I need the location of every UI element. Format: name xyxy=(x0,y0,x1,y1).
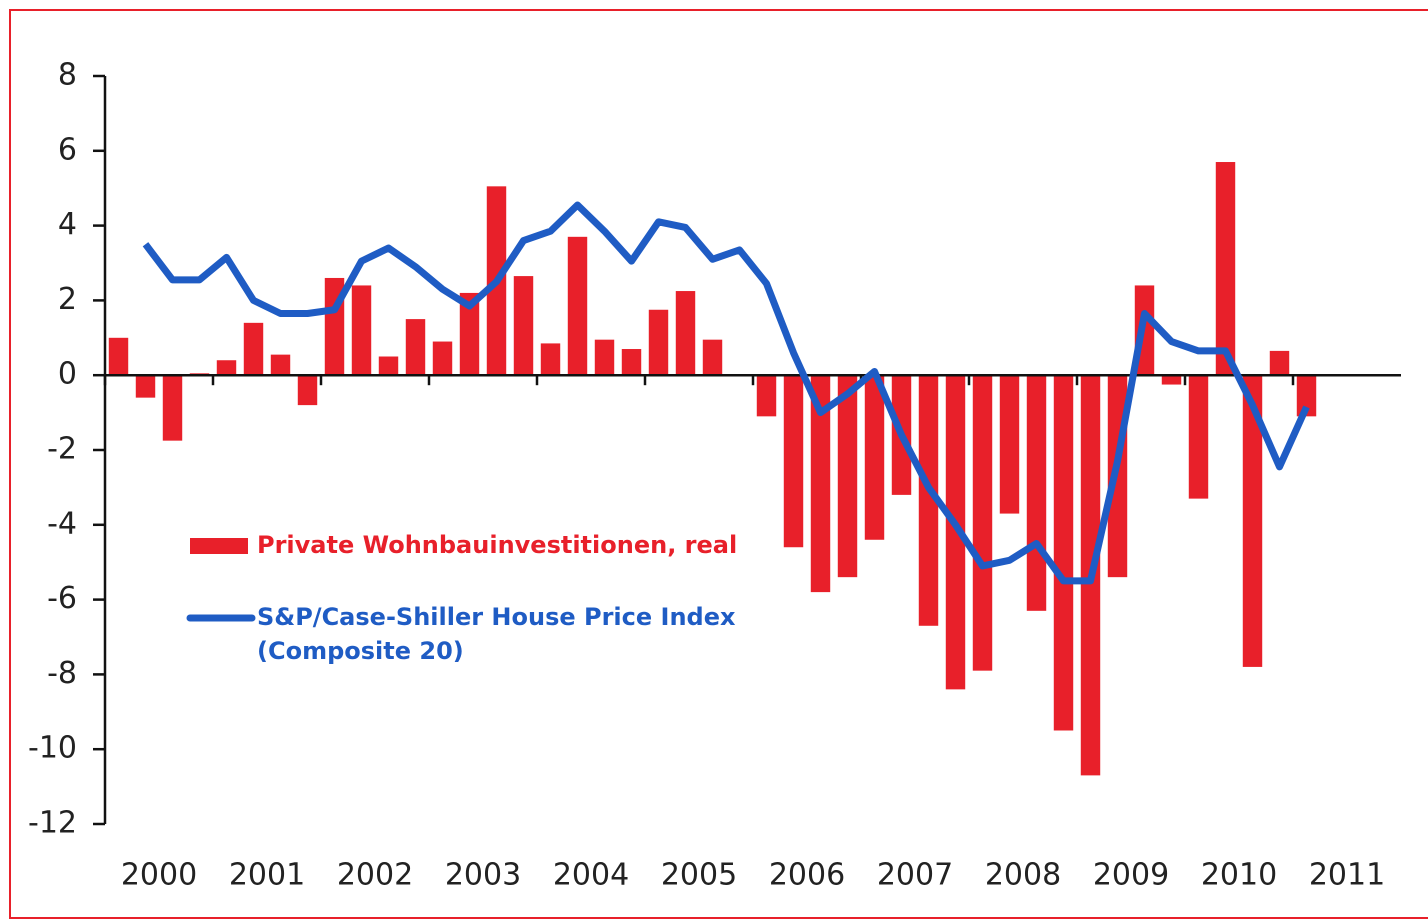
frame xyxy=(9,9,1428,919)
y-tick-label: -10 xyxy=(28,731,77,766)
bar xyxy=(648,309,669,376)
bar xyxy=(540,343,561,376)
bar xyxy=(1269,350,1290,376)
legend-label-line: S&P/Case-Shiller House Price Index xyxy=(257,603,736,631)
bar xyxy=(972,375,993,671)
bar xyxy=(270,354,291,376)
bar xyxy=(1296,375,1317,417)
bar xyxy=(1215,162,1236,376)
bar xyxy=(1053,375,1074,731)
line xyxy=(142,201,1310,585)
bar xyxy=(459,292,480,376)
bar xyxy=(621,349,642,376)
bar xyxy=(1242,375,1263,667)
y-tick-label: 2 xyxy=(58,282,77,317)
y-tick-label: 0 xyxy=(58,357,77,392)
y-tick-label: 8 xyxy=(58,58,77,93)
bar xyxy=(675,291,696,376)
x-tick-label: 2010 xyxy=(1201,858,1277,893)
x-tick-label: 2007 xyxy=(877,858,953,893)
x-tick-label: 2006 xyxy=(769,858,845,893)
y-tick-label: -2 xyxy=(47,432,77,467)
y-tick-label: 4 xyxy=(58,207,77,242)
x-tick-label: 2001 xyxy=(229,858,305,893)
bar xyxy=(432,341,453,376)
bar xyxy=(864,375,885,540)
x-tick-label: 2002 xyxy=(337,858,413,893)
legend-label: S&P/Case-Shiller House Price Index (Compo… xyxy=(257,603,736,665)
x-tick-label: 2011 xyxy=(1309,858,1385,893)
y-tick-label: 6 xyxy=(58,132,77,167)
y-tick-label: -4 xyxy=(47,506,77,541)
legend-swatch xyxy=(190,538,248,554)
bar xyxy=(216,360,237,376)
bar xyxy=(297,375,318,406)
bar xyxy=(378,356,399,376)
bar xyxy=(810,375,831,593)
bar xyxy=(837,375,858,578)
bar xyxy=(918,375,939,626)
bar xyxy=(1188,375,1209,499)
x-tick-label: 2003 xyxy=(445,858,521,893)
bar xyxy=(135,375,156,398)
y-tick-label: -6 xyxy=(47,581,77,616)
bar xyxy=(108,337,129,376)
bar xyxy=(513,276,534,376)
bar xyxy=(351,285,372,376)
bar xyxy=(756,375,777,417)
bar xyxy=(567,236,588,376)
x-tick-label: 2005 xyxy=(661,858,737,893)
x-tick-label: 2008 xyxy=(985,858,1061,893)
legend-label: Private Wohnbauinvestitionen, real xyxy=(257,531,737,559)
bar xyxy=(702,339,723,376)
bar xyxy=(594,339,615,376)
legend-label-line: (Composite 20) xyxy=(257,637,464,665)
bar xyxy=(405,319,426,376)
x-tick-label: 2004 xyxy=(553,858,629,893)
bar xyxy=(945,375,966,690)
bar xyxy=(162,375,183,441)
bar xyxy=(999,375,1020,514)
bar xyxy=(1161,375,1182,385)
x-tick-label: 2009 xyxy=(1093,858,1169,893)
x-tick-label: 2000 xyxy=(121,858,197,893)
y-tick-label: -8 xyxy=(47,656,77,691)
y-tick-label: -12 xyxy=(28,806,77,841)
bar xyxy=(783,375,804,548)
bar xyxy=(1026,375,1047,611)
bar xyxy=(243,322,264,376)
